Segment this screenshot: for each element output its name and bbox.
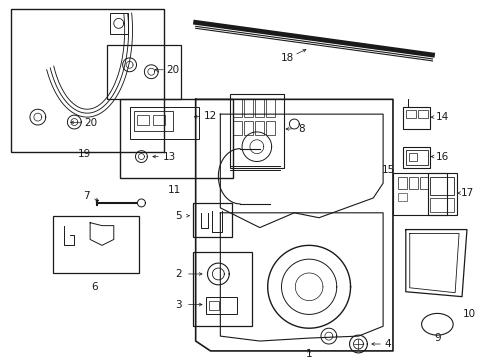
Text: 9: 9	[434, 333, 441, 343]
Text: 20: 20	[167, 65, 179, 75]
Bar	[233, 99, 242, 117]
Bar	[266, 121, 274, 135]
Text: 1: 1	[306, 349, 313, 359]
Text: 4: 4	[385, 339, 392, 349]
Bar	[403, 147, 431, 168]
Text: 2: 2	[175, 269, 182, 279]
Text: 3: 3	[175, 300, 182, 310]
Text: 7: 7	[83, 191, 90, 201]
Bar	[193, 203, 232, 238]
Text: 8: 8	[298, 124, 305, 134]
Text: 20: 20	[85, 118, 98, 128]
Bar	[403, 107, 431, 129]
Text: 17: 17	[460, 188, 474, 198]
Bar	[110, 13, 127, 34]
Bar	[427, 173, 457, 215]
Bar	[244, 99, 253, 117]
Bar	[205, 297, 237, 314]
Bar	[133, 111, 173, 131]
Bar	[255, 121, 264, 135]
Bar	[266, 99, 274, 117]
Bar	[398, 177, 407, 189]
Bar	[193, 252, 252, 326]
Bar	[230, 94, 285, 168]
Text: 14: 14	[436, 112, 449, 122]
Bar	[233, 121, 242, 135]
Bar	[393, 173, 447, 215]
Text: 13: 13	[162, 152, 175, 162]
Bar	[409, 153, 416, 161]
Bar	[153, 115, 165, 125]
Text: 16: 16	[436, 152, 449, 162]
Bar	[255, 99, 264, 117]
Bar	[244, 121, 253, 135]
Bar	[138, 115, 149, 125]
Text: 5: 5	[175, 211, 182, 221]
Bar	[431, 198, 454, 212]
Bar	[431, 177, 454, 195]
Text: 18: 18	[281, 53, 294, 63]
Bar	[417, 110, 427, 118]
Bar	[409, 177, 417, 189]
Bar	[120, 99, 233, 178]
Bar	[398, 193, 407, 201]
Bar	[419, 177, 428, 189]
Bar	[52, 216, 140, 273]
Bar	[129, 107, 198, 139]
Text: 12: 12	[204, 111, 217, 121]
Text: 10: 10	[463, 309, 475, 319]
Text: 11: 11	[168, 185, 181, 195]
Text: 19: 19	[77, 149, 91, 159]
Bar	[107, 45, 181, 99]
Bar	[406, 150, 427, 166]
Text: 15: 15	[381, 165, 394, 175]
Bar	[11, 9, 164, 152]
Bar	[406, 110, 416, 118]
Text: 6: 6	[92, 282, 98, 292]
Bar	[210, 301, 220, 310]
